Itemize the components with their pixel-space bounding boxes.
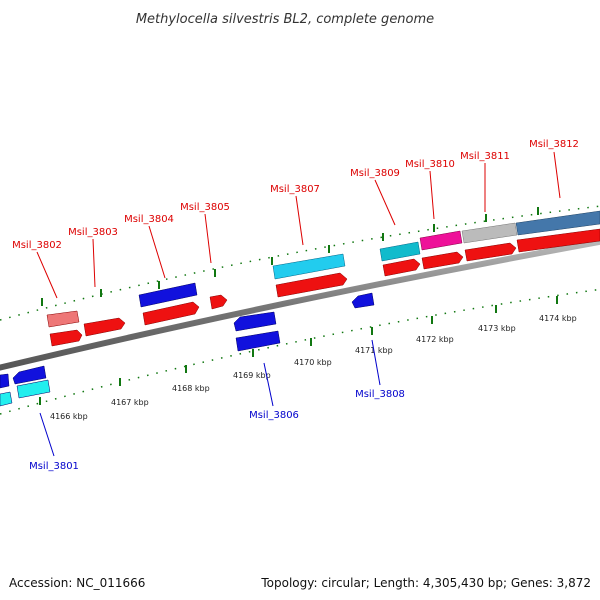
- gene-label[interactable]: Msil_3802: [12, 240, 62, 251]
- gene-label[interactable]: Msil_3812: [529, 139, 579, 150]
- scale-label: 4170 kbp: [294, 358, 332, 367]
- gene-arrow-msil-3810-cds[interactable]: [421, 251, 464, 270]
- label-leaders-bottom: [39, 339, 381, 457]
- scale-label: 4167 kbp: [111, 398, 149, 407]
- accession-text: Accession: NC_011666: [9, 576, 145, 590]
- gene-label[interactable]: Msil_3805: [180, 202, 230, 213]
- gene-arrow-msil-3807[interactable]: [272, 253, 346, 280]
- gene-label[interactable]: Msil_3810: [405, 159, 455, 170]
- forward-major-ticks: [41, 207, 539, 306]
- gene-arrow-msil-3807-cds[interactable]: [275, 272, 348, 298]
- gene-label[interactable]: Msil_3804: [124, 214, 174, 225]
- gene-arrow-msil-3806-b[interactable]: [235, 330, 281, 352]
- gene-label[interactable]: Msil_3811: [460, 151, 510, 162]
- scale-label: 4173 kbp: [478, 324, 516, 333]
- gene-arrow-msil-3810[interactable]: [419, 230, 463, 251]
- gene-arrow-msil-3805[interactable]: [209, 294, 228, 310]
- gene-arrow-msil-3803[interactable]: [83, 317, 126, 337]
- gene-arrow-msil-3812[interactable]: [515, 210, 600, 236]
- gene-labels-bottom: Msil_3801 Msil_3806 Msil_3808: [29, 389, 405, 472]
- scale-label: 4174 kbp: [539, 314, 577, 323]
- gene-label[interactable]: Msil_3808: [355, 389, 405, 400]
- reverse-major-ticks: [39, 296, 558, 405]
- scale-label: 4172 kbp: [416, 335, 454, 344]
- gene-arrow-msil-3804[interactable]: [138, 282, 198, 308]
- gene-arrow-msil-3801-d[interactable]: [16, 379, 51, 399]
- map-title: Methylocella silvestris BL2, complete ge…: [136, 12, 434, 27]
- scale-labels: 4166 kbp 4167 kbp 4168 kbp 4169 kbp 4170…: [50, 314, 577, 421]
- forward-tick-row: [0, 205, 600, 321]
- gene-arrow-msil-3811-cds[interactable]: [464, 242, 517, 262]
- reverse-tick-row: [0, 288, 600, 415]
- scale-label: 4166 kbp: [50, 412, 88, 421]
- gene-arrow-msil-3802[interactable]: [46, 310, 80, 328]
- gene-label[interactable]: Msil_3806: [249, 410, 299, 421]
- gene-arrow-msil-3801-b[interactable]: [12, 365, 47, 385]
- gene-arrow-msil-3812-cds[interactable]: [516, 228, 600, 253]
- gene-label[interactable]: Msil_3807: [270, 184, 320, 195]
- gene-arrow-msil-3801-c[interactable]: [0, 391, 13, 407]
- scale-label: 4169 kbp: [233, 371, 271, 380]
- scale-label: 4168 kbp: [172, 384, 210, 393]
- gene-arrow-msil-3811[interactable]: [461, 222, 518, 244]
- gene-label[interactable]: Msil_3801: [29, 461, 79, 472]
- gene-arrow-msil-3801-a[interactable]: [0, 373, 10, 389]
- genome-backbone: [0, 238, 600, 371]
- gene-label[interactable]: Msil_3803: [68, 227, 118, 238]
- gene-labels-top: Msil_3802 Msil_3803 Msil_3804 Msil_3805 …: [12, 139, 579, 251]
- genome-summary-text: Topology: circular; Length: 4,305,430 bp…: [260, 576, 591, 590]
- gene-arrow-msil-3806-a[interactable]: [233, 311, 277, 332]
- label-leaders-top: [36, 151, 561, 299]
- forward-genes: [46, 210, 600, 347]
- gene-arrow-msil-3808[interactable]: [351, 292, 375, 309]
- gene-arrow-msil-3809-cds[interactable]: [382, 258, 421, 277]
- gene-arrow-msil-3802-cds[interactable]: [49, 329, 83, 347]
- reverse-genes: [0, 292, 375, 407]
- gene-arrow-msil-3809[interactable]: [379, 241, 421, 262]
- gene-arrow-msil-3804-cds[interactable]: [142, 301, 200, 326]
- gene-label[interactable]: Msil_3809: [350, 168, 400, 179]
